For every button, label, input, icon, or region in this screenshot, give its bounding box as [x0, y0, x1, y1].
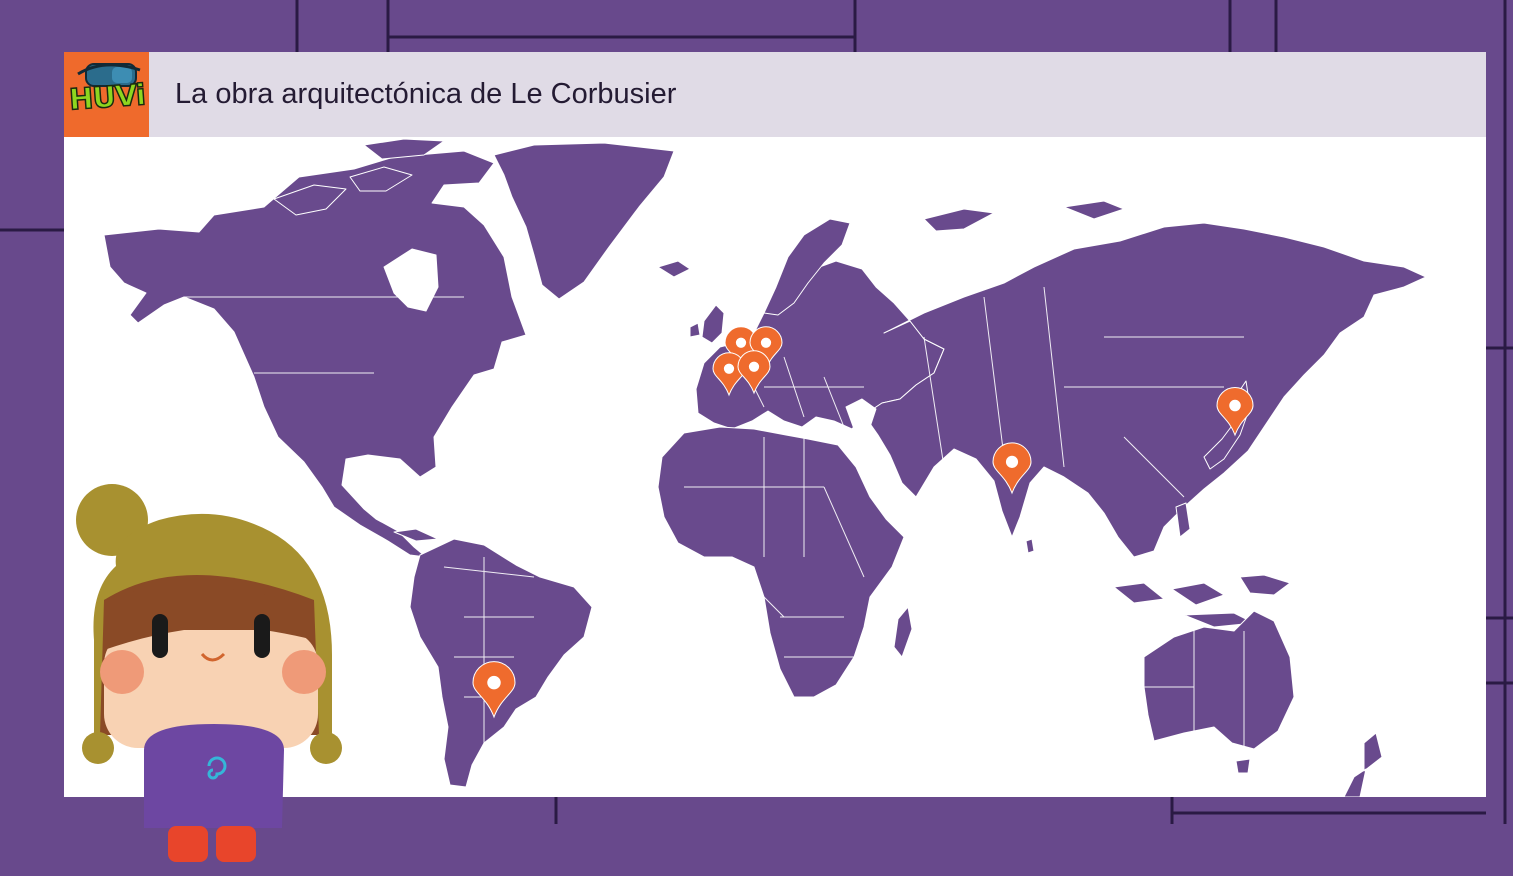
tasmania [1235, 758, 1251, 774]
girl-mascot-icon [76, 484, 342, 862]
marker-argentina-icon[interactable] [472, 661, 516, 719]
map-card: HUVi La obra arquitectónica de Le Corbus… [64, 52, 1486, 862]
asia [863, 222, 1427, 558]
indonesia [1113, 574, 1291, 628]
greenland [493, 142, 675, 300]
canada-bay-cutout [383, 248, 439, 312]
marker-france-east-icon[interactable] [737, 350, 771, 395]
philippines [1175, 502, 1191, 538]
uk-ireland [689, 304, 725, 344]
australia [1143, 610, 1295, 750]
header-bar: HUVi La obra arquitectónica de Le Corbus… [64, 52, 1486, 137]
iceland [657, 260, 691, 278]
marker-india-icon[interactable] [992, 442, 1032, 495]
huvi-logo[interactable]: HUVi [64, 52, 149, 137]
new-zealand [1343, 732, 1383, 797]
siberia-islands [923, 200, 1125, 232]
page-title: La obra arquitectónica de Le Corbusier [175, 78, 677, 110]
marker-germany-icon[interactable] [749, 326, 783, 371]
arctic-islands [273, 138, 445, 216]
scandinavia [763, 218, 851, 316]
background-pattern [0, 0, 1513, 824]
world-map [103, 138, 1427, 797]
cuba [393, 528, 439, 542]
africa [657, 426, 905, 698]
logo-text: HUVi [67, 77, 146, 118]
vr-headset-icon [77, 63, 141, 87]
arabia-cutout [845, 398, 877, 430]
sri-lanka [1025, 538, 1035, 554]
marker-japan-icon[interactable] [1216, 387, 1254, 437]
madagascar [893, 606, 913, 658]
